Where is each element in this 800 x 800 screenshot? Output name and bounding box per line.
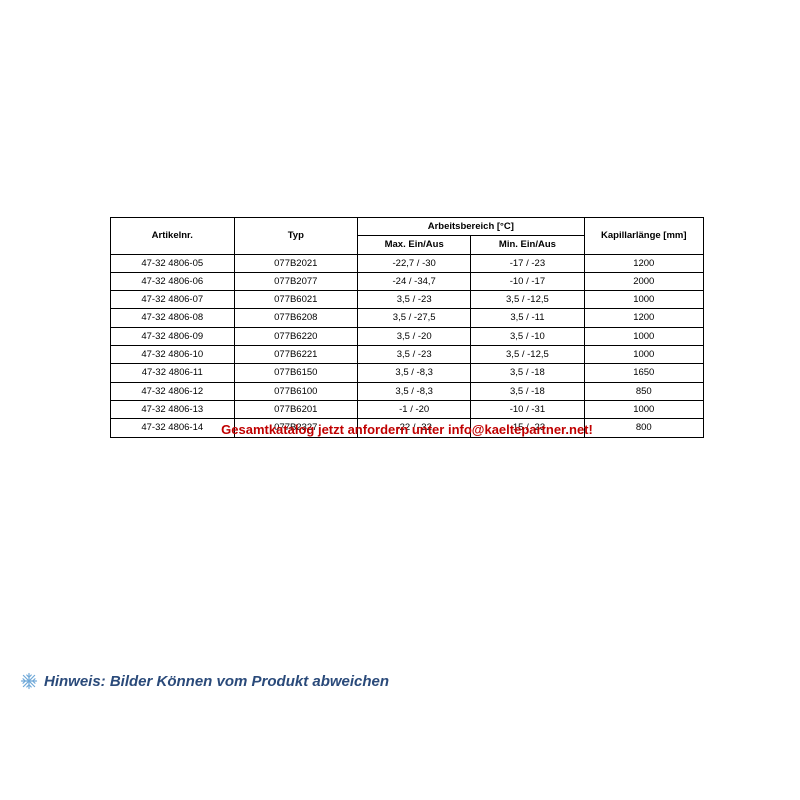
table-cell-typ: 077B2021 [234,254,358,272]
product-table-container: Artikelnr. Typ Arbeitsbereich [°C] Kapil… [110,217,704,438]
table-cell-typ: 077B2077 [234,272,358,290]
table-cell-kap: 2000 [584,272,703,290]
table-cell-typ: 077B6150 [234,364,358,382]
table-cell-max: -24 / -34,7 [358,272,471,290]
table-cell-min: 3,5 / -18 [471,364,584,382]
table-cell-max: 3,5 / -27,5 [358,309,471,327]
table-cell-artikelnr: 47-32 4806-07 [111,291,235,309]
table-cell-kap: 1200 [584,254,703,272]
table-cell-max: 3,5 / -23 [358,291,471,309]
table-cell-typ: 077B6021 [234,291,358,309]
table-row: 47-32 4806-08077B62083,5 / -27,53,5 / -1… [111,309,704,327]
table-cell-artikelnr: 47-32 4806-09 [111,327,235,345]
header-typ: Typ [234,218,358,255]
table-cell-max: 3,5 / -8,3 [358,364,471,382]
hinweis-note: Hinweis: Bilder Können vom Produkt abwei… [20,672,389,690]
table-cell-max: -22,7 / -30 [358,254,471,272]
table-cell-typ: 077B6220 [234,327,358,345]
table-cell-kap: 1000 [584,346,703,364]
table-cell-artikelnr: 47-32 4806-12 [111,382,235,400]
table-cell-artikelnr: 47-32 4806-11 [111,364,235,382]
table-header: Artikelnr. Typ Arbeitsbereich [°C] Kapil… [111,218,704,255]
table-cell-kap: 1200 [584,309,703,327]
table-cell-min: 3,5 / -10 [471,327,584,345]
table-cell-min: -17 / -23 [471,254,584,272]
table-cell-min: 3,5 / -11 [471,309,584,327]
table-cell-artikelnr: 47-32 4806-06 [111,272,235,290]
table-row: 47-32 4806-09077B62203,5 / -203,5 / -101… [111,327,704,345]
table-cell-min: -10 / -17 [471,272,584,290]
table-cell-typ: 077B6201 [234,400,358,418]
table-cell-max: 3,5 / -20 [358,327,471,345]
snowflake-icon [20,672,38,690]
table-cell-max: 3,5 / -8,3 [358,382,471,400]
table-row: 47-32 4806-06077B2077-24 / -34,7-10 / -1… [111,272,704,290]
header-artikelnr: Artikelnr. [111,218,235,255]
header-kapillar: Kapillarlänge [mm] [584,218,703,255]
header-arbeitsbereich: Arbeitsbereich [°C] [358,218,584,236]
table-cell-typ: 077B6221 [234,346,358,364]
table-row: 47-32 4806-07077B60213,5 / -233,5 / -12,… [111,291,704,309]
table-cell-artikelnr: 47-32 4806-10 [111,346,235,364]
table-body: 47-32 4806-05077B2021-22,7 / -30-17 / -2… [111,254,704,437]
table-row: 47-32 4806-05077B2021-22,7 / -30-17 / -2… [111,254,704,272]
table-row: 47-32 4806-10077B62213,5 / -233,5 / -12,… [111,346,704,364]
table-row: 47-32 4806-13077B6201-1 / -20-10 / -3110… [111,400,704,418]
table-cell-min: -10 / -31 [471,400,584,418]
table-cell-max: -1 / -20 [358,400,471,418]
product-table: Artikelnr. Typ Arbeitsbereich [°C] Kapil… [110,217,704,438]
table-cell-artikelnr: 47-32 4806-05 [111,254,235,272]
table-cell-typ: 077B6208 [234,309,358,327]
table-cell-max: 3,5 / -23 [358,346,471,364]
table-cell-kap: 1650 [584,364,703,382]
table-cell-min: 3,5 / -12,5 [471,346,584,364]
table-cell-kap: 850 [584,382,703,400]
header-min: Min. Ein/Aus [471,236,584,254]
hinweis-text: Hinweis: Bilder Können vom Produkt abwei… [44,673,389,690]
table-cell-kap: 1000 [584,400,703,418]
table-header-row-1: Artikelnr. Typ Arbeitsbereich [°C] Kapil… [111,218,704,236]
table-cell-artikelnr: 47-32 4806-08 [111,309,235,327]
table-cell-artikelnr: 47-32 4806-13 [111,400,235,418]
table-row: 47-32 4806-11077B61503,5 / -8,33,5 / -18… [111,364,704,382]
table-row: 47-32 4806-12077B61003,5 / -8,33,5 / -18… [111,382,704,400]
cta-text: Gesamtkatalog jetzt anfordern unter info… [115,422,699,437]
table-cell-kap: 1000 [584,327,703,345]
table-cell-typ: 077B6100 [234,382,358,400]
header-max: Max. Ein/Aus [358,236,471,254]
table-cell-min: 3,5 / -12,5 [471,291,584,309]
table-cell-min: 3,5 / -18 [471,382,584,400]
table-cell-kap: 1000 [584,291,703,309]
